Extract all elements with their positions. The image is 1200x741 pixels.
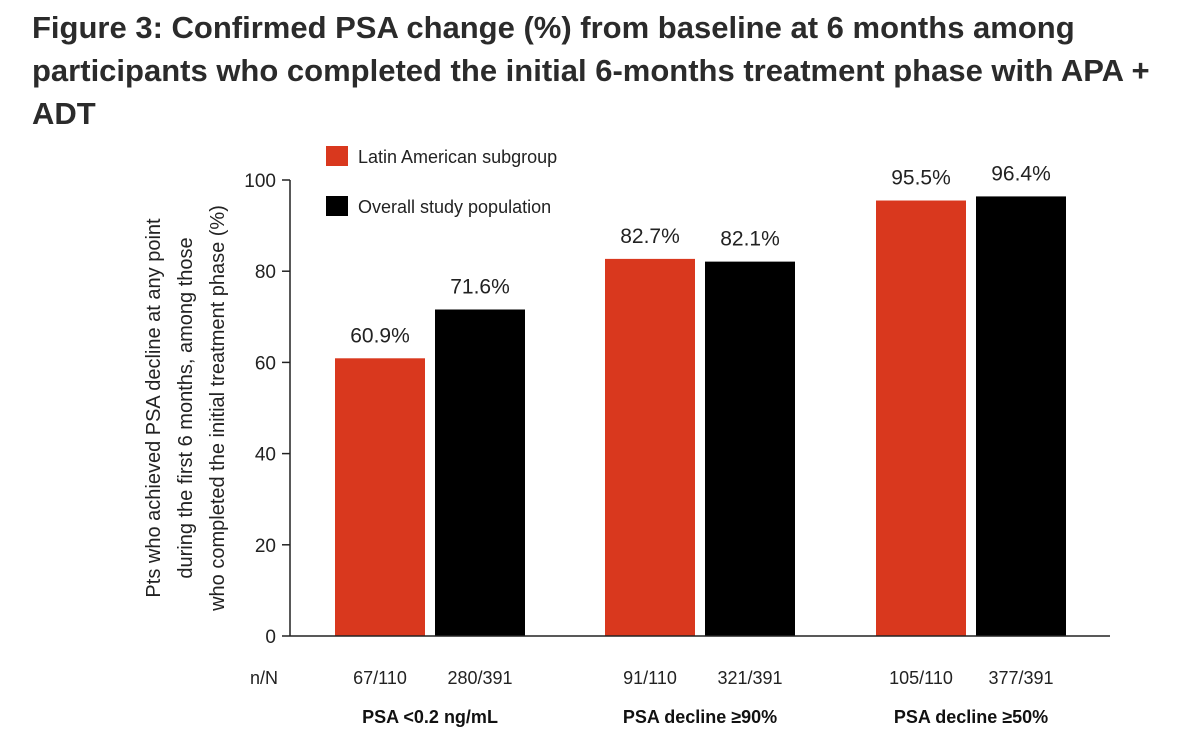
y-tick-label: 100 — [244, 171, 276, 192]
y-tick-label: 60 — [255, 353, 276, 374]
x-category-label: PSA <0.2 ng/mL — [362, 707, 498, 727]
bar-value-label: 82.1% — [720, 228, 780, 251]
y-axis-label-line: during the first 6 months, among those — [175, 237, 197, 578]
legend: Latin American subgroup Overall study pop… — [326, 146, 557, 217]
y-tick-label: 40 — [255, 445, 276, 466]
y-axis-label-line: who completed the initial treatment phas… — [207, 205, 229, 612]
bar-value-label: 96.4% — [991, 162, 1051, 185]
bar-value-label: 95.5% — [891, 167, 951, 190]
y-axis-label: Pts who achieved PSA decline at any poin… — [143, 205, 229, 612]
bar-value-label: 60.9% — [350, 324, 410, 347]
bar-overall-2 — [705, 261, 795, 636]
n-over-N-value: 377/391 — [988, 668, 1053, 688]
y-tick-label: 20 — [255, 536, 276, 557]
n-over-N-row: n/N 67/110 280/391 91/110 321/391 105/110 377/… — [250, 668, 1054, 688]
legend-label: Overall study population — [358, 197, 551, 217]
n-over-N-value: 280/391 — [447, 668, 512, 688]
n-over-N-label: n/N — [250, 668, 278, 688]
x-category-label: PSA decline ≥50% — [894, 707, 1048, 727]
bars: 60.9% 71.6% 82.7% 82.1% 95.5% 96.4% — [335, 162, 1066, 636]
bar-overall-1 — [435, 309, 525, 636]
n-over-N-value: 105/110 — [889, 668, 953, 688]
n-over-N-value: 91/110 — [623, 668, 677, 688]
chart-title: Figure 3: Confirmed PSA change (%) from … — [32, 10, 1150, 131]
y-axis-label-line: Pts who achieved PSA decline at any poin… — [143, 218, 165, 598]
n-over-N-value: 67/110 — [353, 668, 407, 688]
bar-latin-american-3 — [876, 200, 966, 636]
legend-swatch — [326, 146, 348, 166]
bar-value-label: 71.6% — [450, 276, 510, 299]
y-tick-label: 0 — [265, 627, 276, 648]
x-category-label: PSA decline ≥90% — [623, 707, 777, 727]
bar-latin-american-1 — [335, 358, 425, 636]
legend-swatch — [326, 196, 348, 216]
x-axis: PSA <0.2 ng/mL PSA decline ≥90% PSA declin… — [290, 635, 1110, 727]
bar-value-label: 82.7% — [620, 225, 680, 248]
legend-label: Latin American subgroup — [358, 147, 557, 167]
bar-latin-american-2 — [605, 258, 695, 636]
y-axis: 0 20 40 60 80 100 — [244, 171, 291, 648]
bar-overall-3 — [976, 196, 1066, 636]
y-tick-label: 80 — [255, 262, 276, 283]
n-over-N-value: 321/391 — [717, 668, 782, 688]
